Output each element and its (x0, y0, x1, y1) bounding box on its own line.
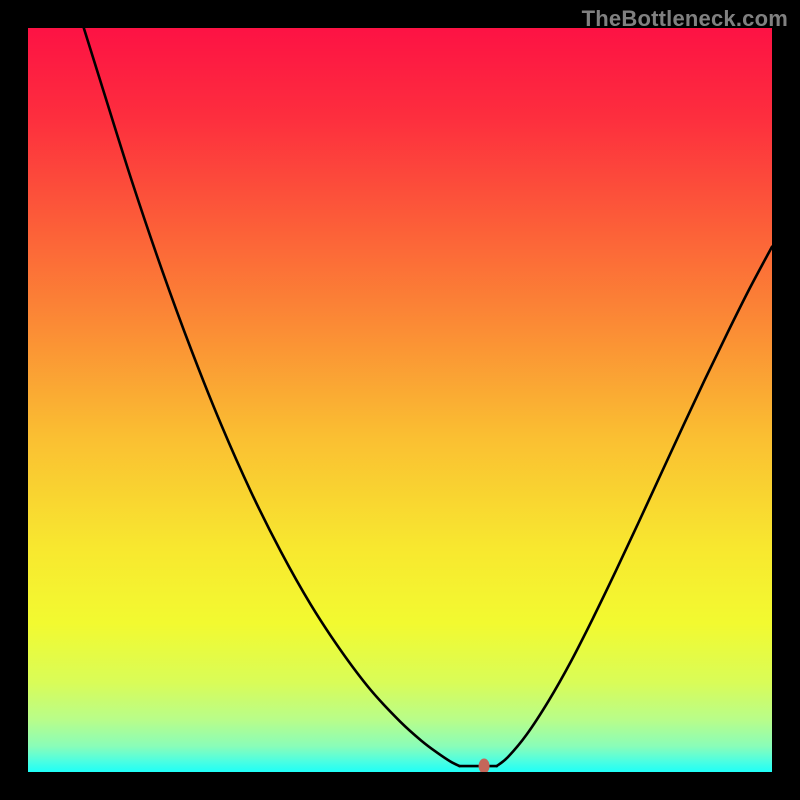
plot-svg (28, 28, 772, 772)
plot-area (28, 28, 772, 772)
gradient-background (28, 28, 772, 772)
chart-frame: TheBottleneck.com (0, 0, 800, 800)
